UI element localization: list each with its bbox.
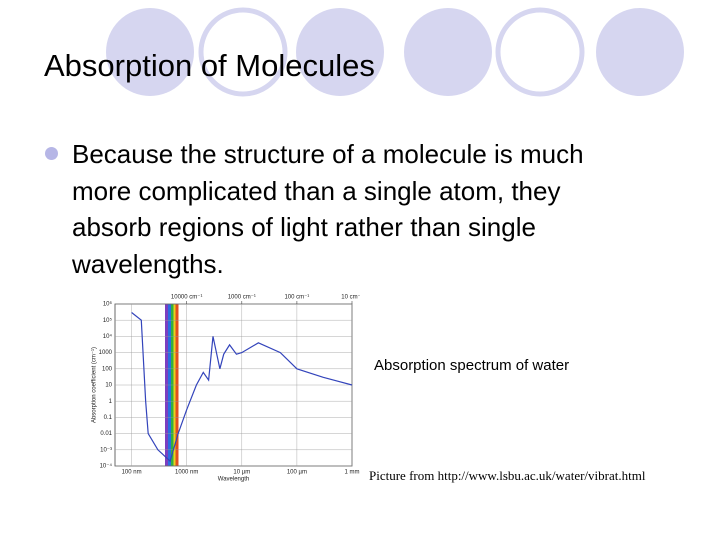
y-tick-label: 1 bbox=[109, 399, 113, 405]
y-tick-label: 10⁴ bbox=[103, 333, 113, 340]
y-tick-label: 10⁶ bbox=[103, 301, 113, 308]
y-tick-label: 1000 bbox=[99, 350, 113, 356]
y-tick-label: 0.01 bbox=[100, 431, 112, 437]
x-tick-label: 100 nm bbox=[122, 470, 142, 476]
y-axis-label: Absorption coefficient (cm⁻¹) bbox=[92, 347, 98, 423]
circle bbox=[495, 7, 585, 97]
slide-title: Absorption of Molecules bbox=[44, 48, 375, 83]
circle bbox=[596, 8, 684, 96]
data-line bbox=[131, 312, 353, 463]
top-tick-label: 10 cm⁻¹ bbox=[341, 295, 360, 301]
top-tick-label: 10000 cm⁻¹ bbox=[171, 295, 203, 301]
caption: Absorption spectrum of water bbox=[374, 357, 570, 374]
y-tick-label: 100 bbox=[102, 366, 113, 372]
y-tick-label: 10⁵ bbox=[103, 317, 113, 324]
y-tick-label: 10 bbox=[105, 383, 112, 389]
x-tick-label: 1000 nm bbox=[175, 470, 198, 476]
chart: 10⁶ 10⁵ 10⁴ 1000 100 10 1 0.1 0.01 10⁻³ 10⁻⁴ 100 nm… bbox=[92, 295, 360, 483]
y-tick-label: 10⁻⁴ bbox=[100, 463, 113, 470]
circle bbox=[404, 8, 492, 96]
top-tick-label: 100 cm⁻¹ bbox=[284, 295, 309, 301]
x-axis-label: Wavelength bbox=[218, 477, 249, 483]
y-tick-label: 10⁻³ bbox=[100, 447, 112, 453]
bullet-marker bbox=[45, 147, 58, 160]
circle bbox=[106, 8, 194, 96]
x-tick-label: 10 µm bbox=[233, 470, 250, 476]
circle bbox=[296, 8, 384, 96]
circle bbox=[198, 7, 288, 97]
y-tick-label: 0.1 bbox=[104, 415, 113, 421]
bullet-text: Because the structure of a molecule is m… bbox=[72, 139, 584, 279]
x-tick-label: 1 mm bbox=[345, 470, 360, 476]
x-tick-label: 100 µm bbox=[287, 470, 307, 476]
decoration bbox=[106, 7, 684, 97]
credit: Picture from http://www.lsbu.ac.uk/water… bbox=[369, 468, 646, 483]
top-tick-label: 1000 cm⁻¹ bbox=[228, 295, 256, 301]
